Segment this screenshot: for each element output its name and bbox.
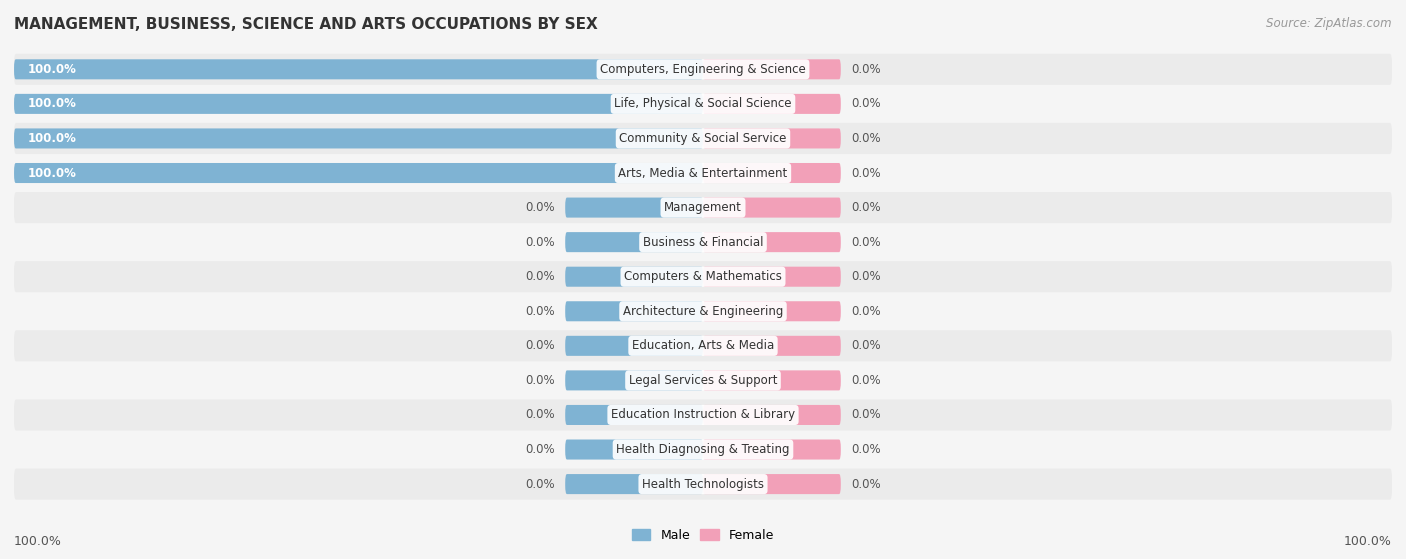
FancyBboxPatch shape <box>703 129 841 149</box>
FancyBboxPatch shape <box>565 474 703 494</box>
Text: 0.0%: 0.0% <box>526 374 555 387</box>
Text: 0.0%: 0.0% <box>526 236 555 249</box>
Text: 0.0%: 0.0% <box>851 409 880 421</box>
Text: Legal Services & Support: Legal Services & Support <box>628 374 778 387</box>
Text: Arts, Media & Entertainment: Arts, Media & Entertainment <box>619 167 787 179</box>
FancyBboxPatch shape <box>14 434 1392 465</box>
FancyBboxPatch shape <box>703 474 841 494</box>
Text: Computers, Engineering & Science: Computers, Engineering & Science <box>600 63 806 76</box>
FancyBboxPatch shape <box>703 197 841 217</box>
FancyBboxPatch shape <box>14 54 1392 85</box>
Text: Health Diagnosing & Treating: Health Diagnosing & Treating <box>616 443 790 456</box>
Text: 0.0%: 0.0% <box>851 339 880 352</box>
Text: 0.0%: 0.0% <box>526 443 555 456</box>
Text: Management: Management <box>664 201 742 214</box>
FancyBboxPatch shape <box>14 192 1392 223</box>
Text: Life, Physical & Social Science: Life, Physical & Social Science <box>614 97 792 110</box>
Text: 0.0%: 0.0% <box>526 305 555 318</box>
Text: 100.0%: 100.0% <box>28 167 77 179</box>
FancyBboxPatch shape <box>14 261 1392 292</box>
Text: 100.0%: 100.0% <box>1344 535 1392 548</box>
FancyBboxPatch shape <box>703 59 841 79</box>
Text: Architecture & Engineering: Architecture & Engineering <box>623 305 783 318</box>
Text: 100.0%: 100.0% <box>14 535 62 548</box>
FancyBboxPatch shape <box>565 336 703 356</box>
Text: 0.0%: 0.0% <box>851 167 880 179</box>
Text: 0.0%: 0.0% <box>851 374 880 387</box>
Text: 0.0%: 0.0% <box>851 201 880 214</box>
Text: 0.0%: 0.0% <box>851 270 880 283</box>
FancyBboxPatch shape <box>703 371 841 390</box>
Text: 0.0%: 0.0% <box>526 477 555 491</box>
Text: 100.0%: 100.0% <box>28 63 77 76</box>
Text: 0.0%: 0.0% <box>851 132 880 145</box>
FancyBboxPatch shape <box>565 232 703 252</box>
Text: 0.0%: 0.0% <box>851 97 880 110</box>
Text: 0.0%: 0.0% <box>526 201 555 214</box>
FancyBboxPatch shape <box>565 439 703 459</box>
FancyBboxPatch shape <box>703 301 841 321</box>
FancyBboxPatch shape <box>14 59 703 79</box>
FancyBboxPatch shape <box>14 365 1392 396</box>
FancyBboxPatch shape <box>565 267 703 287</box>
FancyBboxPatch shape <box>14 123 1392 154</box>
Text: 0.0%: 0.0% <box>851 236 880 249</box>
FancyBboxPatch shape <box>703 232 841 252</box>
FancyBboxPatch shape <box>703 439 841 459</box>
FancyBboxPatch shape <box>14 163 703 183</box>
Text: Community & Social Service: Community & Social Service <box>619 132 787 145</box>
Text: Health Technologists: Health Technologists <box>643 477 763 491</box>
FancyBboxPatch shape <box>14 94 703 114</box>
Text: MANAGEMENT, BUSINESS, SCIENCE AND ARTS OCCUPATIONS BY SEX: MANAGEMENT, BUSINESS, SCIENCE AND ARTS O… <box>14 17 598 32</box>
Text: 100.0%: 100.0% <box>28 132 77 145</box>
Text: Education, Arts & Media: Education, Arts & Media <box>631 339 775 352</box>
Text: 0.0%: 0.0% <box>851 443 880 456</box>
FancyBboxPatch shape <box>14 226 1392 258</box>
FancyBboxPatch shape <box>14 158 1392 188</box>
Text: Computers & Mathematics: Computers & Mathematics <box>624 270 782 283</box>
FancyBboxPatch shape <box>565 301 703 321</box>
FancyBboxPatch shape <box>565 405 703 425</box>
Text: 0.0%: 0.0% <box>851 305 880 318</box>
FancyBboxPatch shape <box>565 371 703 390</box>
Text: 0.0%: 0.0% <box>526 409 555 421</box>
FancyBboxPatch shape <box>703 94 841 114</box>
FancyBboxPatch shape <box>14 400 1392 430</box>
Text: 0.0%: 0.0% <box>526 339 555 352</box>
FancyBboxPatch shape <box>14 296 1392 327</box>
FancyBboxPatch shape <box>14 129 703 149</box>
Text: 0.0%: 0.0% <box>526 270 555 283</box>
FancyBboxPatch shape <box>565 197 703 217</box>
Text: 0.0%: 0.0% <box>851 477 880 491</box>
Text: Business & Financial: Business & Financial <box>643 236 763 249</box>
FancyBboxPatch shape <box>703 405 841 425</box>
FancyBboxPatch shape <box>14 468 1392 500</box>
Legend: Male, Female: Male, Female <box>627 524 779 547</box>
Text: Source: ZipAtlas.com: Source: ZipAtlas.com <box>1267 17 1392 30</box>
Text: 0.0%: 0.0% <box>851 63 880 76</box>
Text: 100.0%: 100.0% <box>28 97 77 110</box>
FancyBboxPatch shape <box>703 336 841 356</box>
FancyBboxPatch shape <box>703 267 841 287</box>
FancyBboxPatch shape <box>14 88 1392 120</box>
FancyBboxPatch shape <box>703 163 841 183</box>
FancyBboxPatch shape <box>14 330 1392 361</box>
Text: Education Instruction & Library: Education Instruction & Library <box>612 409 794 421</box>
